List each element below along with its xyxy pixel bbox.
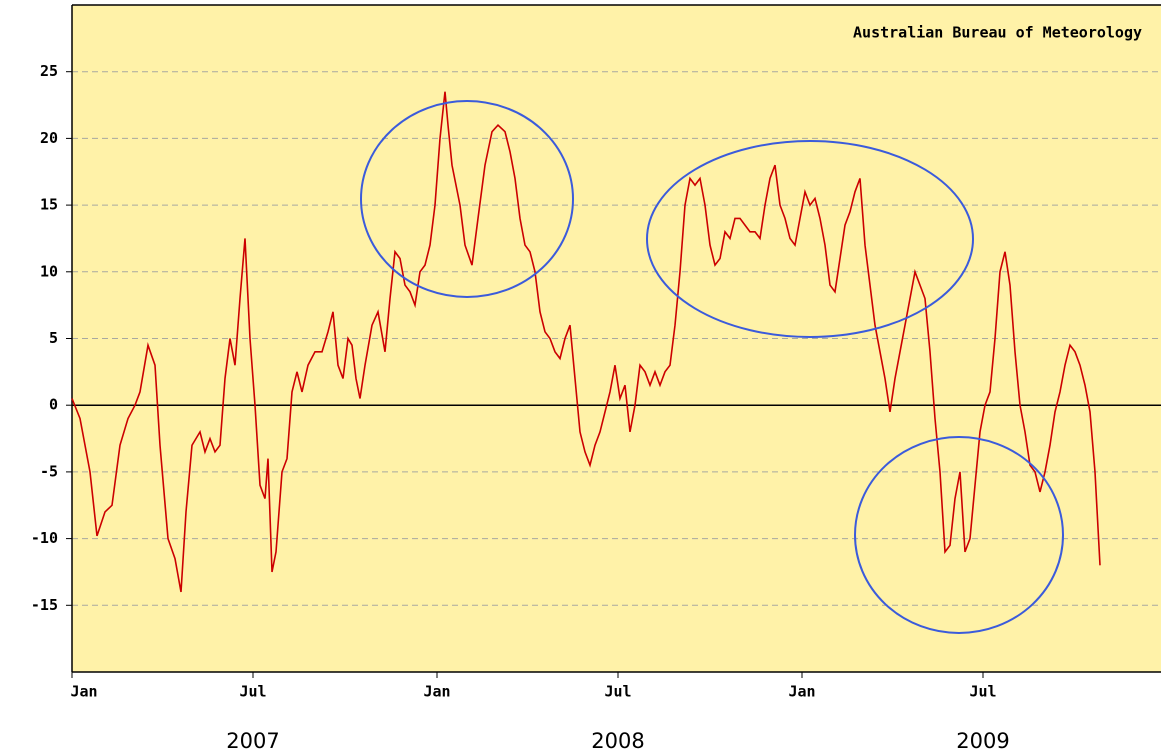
x-tick-label: Jul bbox=[969, 683, 996, 701]
x-tick-label: Jan bbox=[70, 683, 97, 701]
year-label: 2008 bbox=[591, 729, 644, 753]
data-line bbox=[71, 91, 1101, 593]
year-label: 2007 bbox=[226, 729, 279, 753]
y-tick-label: 15 bbox=[40, 196, 58, 214]
y-tick-label: 10 bbox=[40, 262, 58, 280]
y-tick-label: 0 bbox=[49, 396, 58, 414]
y-tick-label: 20 bbox=[40, 129, 58, 147]
year-label: 2009 bbox=[956, 729, 1009, 753]
y-tick-label: -5 bbox=[40, 462, 58, 480]
annotations bbox=[360, 100, 1064, 634]
x-tick-label: Jan bbox=[788, 683, 815, 701]
y-tick-label: -10 bbox=[31, 529, 58, 547]
highlight-ellipse bbox=[646, 140, 974, 338]
x-tick-label: Jul bbox=[604, 683, 631, 701]
y-tick-label: -15 bbox=[31, 596, 58, 614]
grid bbox=[72, 71, 1161, 606]
y-tick-label: 5 bbox=[49, 329, 58, 347]
highlight-ellipse bbox=[360, 100, 574, 298]
x-tick-label: Jan bbox=[423, 683, 450, 701]
highlight-ellipse bbox=[854, 436, 1064, 634]
x-tick-label: Jul bbox=[239, 683, 266, 701]
source-label: Australian Bureau of Meteorology bbox=[853, 24, 1142, 42]
y-tick-label: 25 bbox=[40, 62, 58, 80]
